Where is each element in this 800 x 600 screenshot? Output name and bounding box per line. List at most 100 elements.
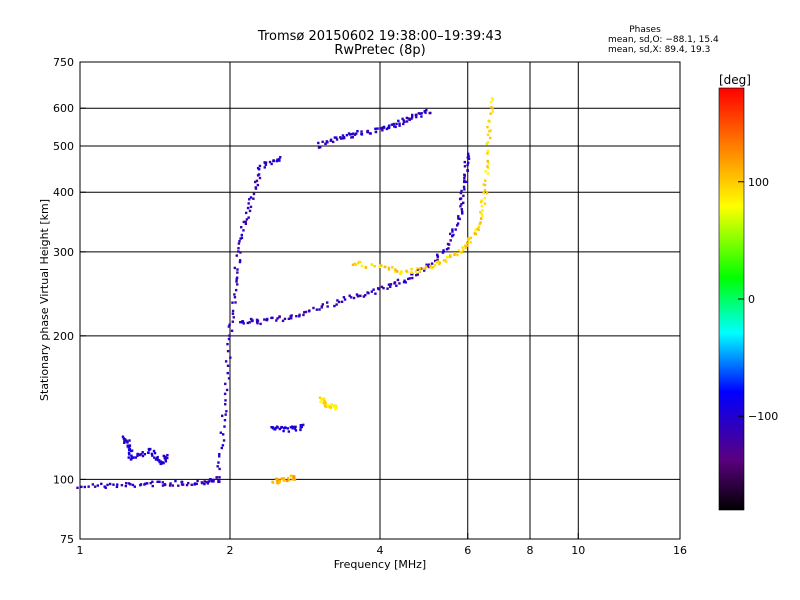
data-point bbox=[220, 414, 224, 418]
data-point bbox=[275, 159, 279, 163]
data-point bbox=[235, 276, 239, 279]
data-point bbox=[462, 194, 465, 198]
data-point bbox=[245, 218, 249, 221]
data-point bbox=[270, 162, 273, 166]
data-point bbox=[482, 191, 485, 195]
data-point bbox=[323, 399, 326, 402]
data-point bbox=[452, 233, 455, 237]
data-point bbox=[318, 396, 322, 399]
data-point bbox=[80, 485, 83, 489]
data-point bbox=[324, 405, 327, 408]
data-point bbox=[487, 119, 490, 122]
y-tick-label: 750 bbox=[53, 56, 74, 69]
data-point bbox=[477, 228, 480, 231]
data-point bbox=[335, 303, 338, 306]
data-point bbox=[479, 217, 483, 220]
data-point bbox=[290, 425, 294, 428]
data-point bbox=[319, 145, 322, 149]
data-point bbox=[340, 300, 344, 303]
data-point bbox=[402, 119, 405, 122]
data-point bbox=[360, 130, 363, 133]
data-point bbox=[415, 113, 418, 116]
y-tick-label: 100 bbox=[53, 473, 74, 486]
data-point bbox=[477, 225, 480, 229]
data-point bbox=[436, 253, 439, 257]
data-point bbox=[164, 460, 168, 463]
data-point bbox=[423, 269, 426, 272]
data-point bbox=[396, 278, 400, 282]
data-point bbox=[283, 317, 287, 321]
data-point bbox=[203, 482, 206, 486]
data-point bbox=[380, 285, 384, 289]
data-point bbox=[398, 282, 401, 285]
data-point bbox=[386, 287, 389, 290]
data-point bbox=[128, 449, 131, 452]
data-point bbox=[357, 260, 361, 264]
data-point bbox=[141, 454, 145, 458]
data-point bbox=[248, 209, 252, 213]
data-point bbox=[356, 129, 359, 133]
data-point bbox=[229, 356, 232, 359]
chart-title: Tromsø 20150602 19:38:00–19:39:43 bbox=[257, 29, 502, 44]
data-point bbox=[136, 452, 139, 456]
data-point bbox=[429, 111, 432, 115]
data-point bbox=[414, 270, 418, 273]
data-point bbox=[348, 294, 351, 297]
data-point bbox=[401, 117, 404, 120]
y-axis-label: Stationary phase Virtual Height [km] bbox=[38, 199, 51, 401]
data-point bbox=[483, 197, 486, 200]
data-point bbox=[453, 253, 456, 257]
data-point bbox=[112, 483, 115, 486]
data-point bbox=[302, 313, 305, 317]
data-point bbox=[195, 482, 198, 486]
data-point bbox=[332, 404, 335, 408]
data-point bbox=[387, 125, 391, 129]
x-tick-label: 8 bbox=[527, 544, 534, 557]
data-point bbox=[486, 141, 490, 144]
data-point bbox=[150, 452, 154, 456]
data-point bbox=[162, 461, 165, 465]
data-point bbox=[364, 266, 368, 269]
data-point bbox=[153, 456, 156, 459]
data-point bbox=[136, 454, 139, 457]
data-point bbox=[129, 483, 132, 486]
data-point bbox=[459, 251, 462, 254]
data-point bbox=[399, 270, 403, 273]
data-point bbox=[479, 200, 483, 204]
data-point bbox=[162, 454, 165, 458]
data-point bbox=[469, 241, 472, 244]
data-point bbox=[460, 210, 464, 213]
data-point bbox=[287, 317, 291, 321]
data-point bbox=[100, 482, 103, 486]
data-point bbox=[459, 205, 462, 208]
data-point bbox=[436, 255, 439, 258]
data-point bbox=[377, 287, 380, 291]
data-point bbox=[457, 217, 460, 220]
y-tick-label: 400 bbox=[53, 186, 74, 199]
data-point bbox=[141, 451, 144, 454]
data-point bbox=[249, 196, 253, 199]
data-point bbox=[409, 271, 413, 274]
y-tick-label: 300 bbox=[53, 246, 74, 259]
data-point bbox=[486, 125, 489, 129]
data-point bbox=[201, 481, 204, 485]
data-point bbox=[258, 176, 262, 180]
data-point bbox=[274, 426, 277, 430]
data-point bbox=[233, 296, 237, 299]
data-point bbox=[258, 164, 262, 168]
data-point bbox=[466, 161, 470, 164]
data-point bbox=[408, 118, 411, 121]
data-point bbox=[415, 115, 418, 119]
data-point bbox=[138, 453, 142, 457]
data-point bbox=[290, 474, 293, 477]
data-point bbox=[456, 253, 459, 257]
data-point bbox=[158, 480, 161, 483]
data-point bbox=[321, 303, 325, 306]
data-point bbox=[357, 261, 360, 265]
data-point bbox=[351, 135, 354, 139]
data-point bbox=[294, 425, 297, 429]
data-point bbox=[484, 170, 487, 173]
data-point bbox=[411, 276, 414, 280]
data-point bbox=[276, 426, 279, 429]
data-point bbox=[227, 337, 231, 341]
